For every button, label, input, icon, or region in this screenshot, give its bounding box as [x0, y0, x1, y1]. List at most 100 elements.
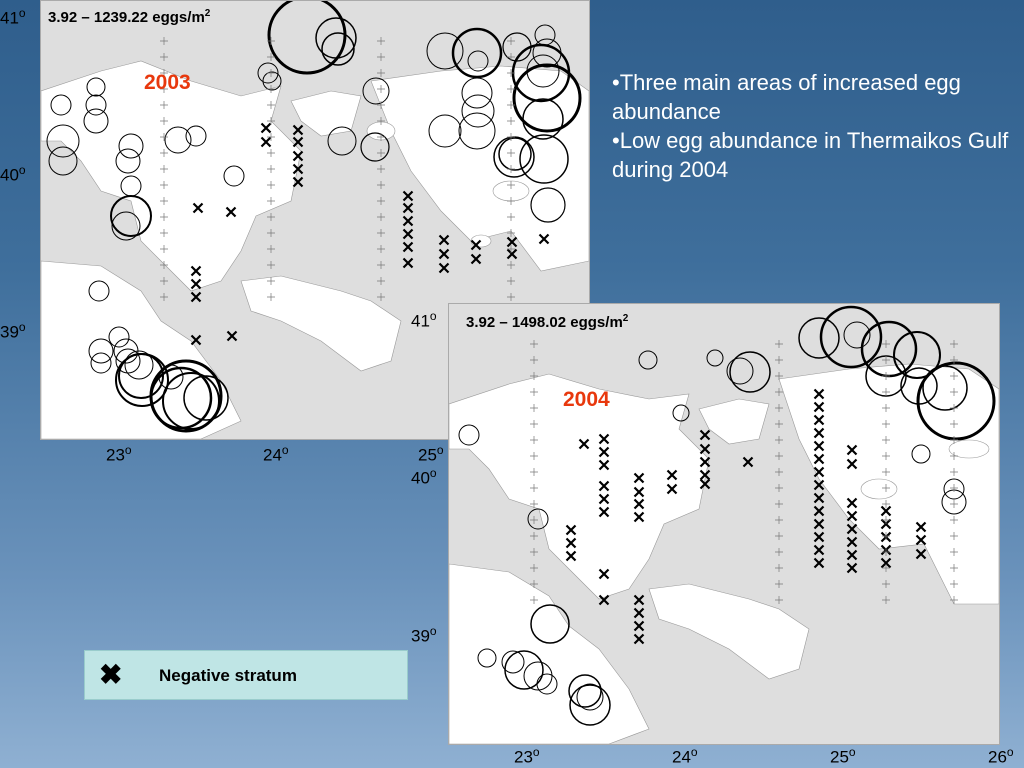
station-plus-marker — [882, 404, 890, 412]
station-plus-marker — [267, 261, 275, 269]
egg-abundance-circle — [922, 365, 968, 411]
station-plus-marker — [775, 500, 783, 508]
legend-label: Negative stratum — [159, 666, 297, 685]
egg-abundance-circle — [532, 38, 562, 68]
negative-stratum-cross — [846, 444, 858, 456]
egg-abundance-circle — [88, 280, 110, 302]
egg-abundance-circle — [428, 114, 462, 148]
egg-abundance-circle — [48, 146, 78, 176]
station-plus-marker — [950, 372, 958, 380]
station-plus-marker — [775, 596, 783, 604]
negative-stratum-cross — [565, 537, 577, 549]
egg-abundance-circle — [726, 357, 754, 385]
station-plus-marker — [160, 165, 168, 173]
station-plus-marker — [950, 500, 958, 508]
negative-stratum-cross — [880, 557, 892, 569]
station-plus-marker — [377, 69, 385, 77]
negative-stratum-cross — [402, 190, 414, 202]
station-plus-marker — [377, 213, 385, 221]
station-plus-marker — [530, 564, 538, 572]
egg-abundance-circle — [534, 24, 556, 46]
negative-stratum-cross — [633, 511, 645, 523]
density-range-2003: 3.92 – 1239.22 eggs/m2 — [48, 8, 211, 26]
negative-stratum-cross — [813, 453, 825, 465]
findings-text: •Three main areas of increased egg abund… — [612, 68, 1012, 184]
station-plus-marker — [267, 37, 275, 45]
station-plus-marker — [950, 484, 958, 492]
negative-stratum-cross — [190, 334, 202, 346]
station-plus-marker — [160, 277, 168, 285]
egg-abundance-circle — [458, 112, 496, 150]
station-plus-marker — [507, 277, 515, 285]
negative-stratum-cross — [813, 518, 825, 530]
density-range-2004: 3.92 – 1498.02 eggs/m2 — [466, 313, 629, 331]
negative-stratum-cross — [190, 291, 202, 303]
station-plus-marker — [882, 452, 890, 460]
station-plus-marker — [160, 85, 168, 93]
negative-stratum-cross — [846, 523, 858, 535]
station-plus-marker — [530, 468, 538, 476]
negative-stratum-cross — [225, 206, 237, 218]
negative-stratum-cross — [699, 443, 711, 455]
egg-abundance-circle — [86, 77, 106, 97]
station-plus-marker — [950, 436, 958, 444]
station-plus-marker — [507, 261, 515, 269]
station-plus-marker — [160, 149, 168, 157]
lon-label-24-2004: 24o — [672, 745, 698, 767]
finding-bullet: •Low egg abundance in Thermaikos Gulf du… — [612, 128, 1009, 182]
station-plus-marker — [530, 580, 538, 588]
station-plus-marker — [950, 548, 958, 556]
station-plus-marker — [775, 452, 783, 460]
egg-abundance-circle — [943, 478, 965, 500]
negative-stratum-cross — [402, 241, 414, 253]
station-plus-marker — [775, 372, 783, 380]
lat-label-39-2004: 39o — [411, 624, 437, 646]
cross-icon: ✖ — [99, 659, 123, 690]
map-2003-canvas — [41, 1, 589, 439]
negative-stratum-cross — [292, 176, 304, 188]
negative-stratum-cross — [633, 486, 645, 498]
negative-stratum-cross — [813, 505, 825, 517]
egg-abundance-circle — [461, 77, 493, 109]
station-plus-marker — [507, 85, 515, 93]
negative-stratum-cross — [598, 459, 610, 471]
negative-stratum-cross — [813, 479, 825, 491]
station-plus-marker — [267, 277, 275, 285]
negative-stratum-cross — [813, 466, 825, 478]
negative-stratum-cross — [813, 401, 825, 413]
lon-label-25-2003: 25o — [418, 443, 444, 465]
negative-stratum-cross — [633, 607, 645, 619]
station-plus-marker — [882, 564, 890, 572]
negative-stratum-cross — [438, 248, 450, 260]
station-plus-marker — [530, 532, 538, 540]
station-plus-marker — [882, 340, 890, 348]
station-plus-marker — [377, 229, 385, 237]
negative-stratum-cross — [598, 506, 610, 518]
egg-abundance-circle — [267, 1, 347, 75]
station-plus-marker — [377, 181, 385, 189]
egg-abundance-circle — [262, 71, 282, 91]
map-2003: 3.92 – 1239.22 eggs/m2 2003 — [40, 0, 590, 440]
station-plus-marker — [775, 404, 783, 412]
egg-abundance-circle — [519, 134, 569, 184]
station-plus-marker — [882, 372, 890, 380]
negative-stratum-cross — [699, 478, 711, 490]
station-plus-marker — [775, 388, 783, 396]
year-label-2004: 2004 — [563, 388, 610, 411]
station-plus-marker — [882, 532, 890, 540]
station-plus-marker — [950, 532, 958, 540]
negative-stratum-cross — [292, 124, 304, 136]
lon-label-25-2004: 25o — [830, 745, 856, 767]
egg-abundance-circle — [536, 673, 558, 695]
egg-abundance-circle — [477, 648, 497, 668]
negative-stratum-cross — [292, 163, 304, 175]
station-plus-marker — [530, 548, 538, 556]
station-plus-marker — [377, 149, 385, 157]
station-plus-marker — [160, 53, 168, 61]
station-plus-marker — [377, 101, 385, 109]
negative-stratum-cross — [813, 544, 825, 556]
negative-stratum-cross — [813, 557, 825, 569]
station-plus-marker — [160, 181, 168, 189]
egg-abundance-circle — [576, 683, 604, 711]
station-plus-marker — [267, 165, 275, 173]
